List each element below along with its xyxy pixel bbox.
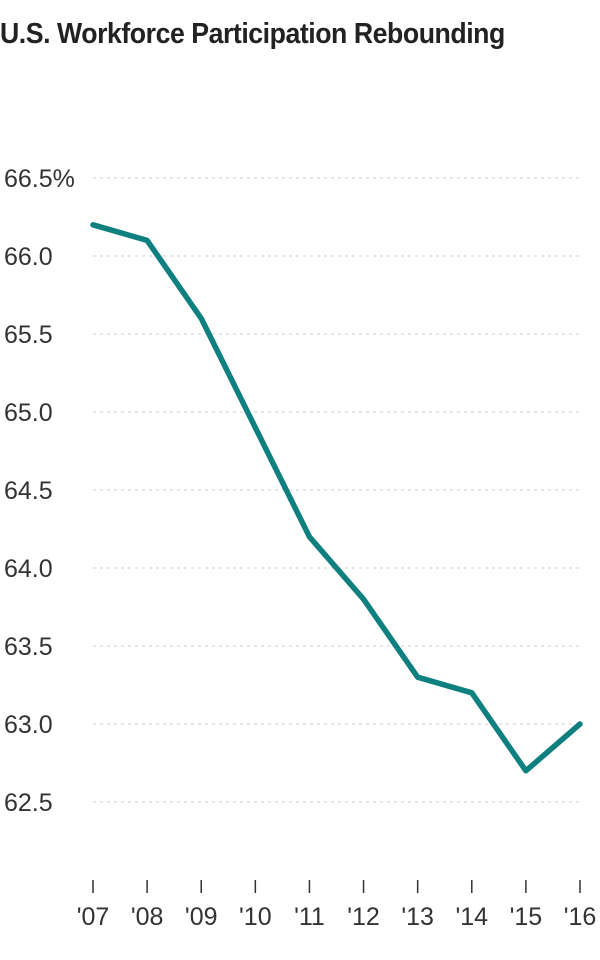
y-tick-label: 65.0 (4, 399, 53, 427)
x-tick-label: '14 (455, 903, 488, 931)
series-group (90, 222, 583, 774)
x-tick-label: '16 (564, 903, 597, 931)
y-tick-label: 62.5 (4, 789, 53, 817)
x-tick-label: '15 (510, 903, 543, 931)
y-tick-label: 66.5% (4, 165, 75, 193)
x-tick-label: '08 (131, 903, 164, 931)
y-tick-label: 64.0 (4, 555, 53, 583)
y-tick-label: 64.5 (4, 477, 53, 505)
y-tick-label: 66.0 (4, 243, 53, 271)
x-tick-label: '11 (294, 903, 325, 931)
series-line (90, 222, 583, 774)
x-tick-label: '09 (185, 903, 218, 931)
y-tick-label: 65.5 (4, 321, 53, 349)
y-tick-label: 63.5 (4, 633, 53, 661)
y-tick-label: 63.0 (4, 711, 53, 739)
x-axis-ticks: '07 '08 '09 '10 '11 '12 '13 '14 '15 '16 (77, 880, 597, 931)
chart-title: U.S. Workforce Participation Rebounding (0, 18, 505, 50)
x-tick-label: '12 (347, 903, 380, 931)
x-tick-label: '10 (239, 903, 272, 931)
y-axis-ticks: 62.5 63.0 63.5 64.0 64.5 65.0 65.5 66.0 66.5% (4, 165, 75, 817)
x-tick-label: '13 (401, 903, 434, 931)
x-tick-label: '07 (77, 903, 110, 931)
